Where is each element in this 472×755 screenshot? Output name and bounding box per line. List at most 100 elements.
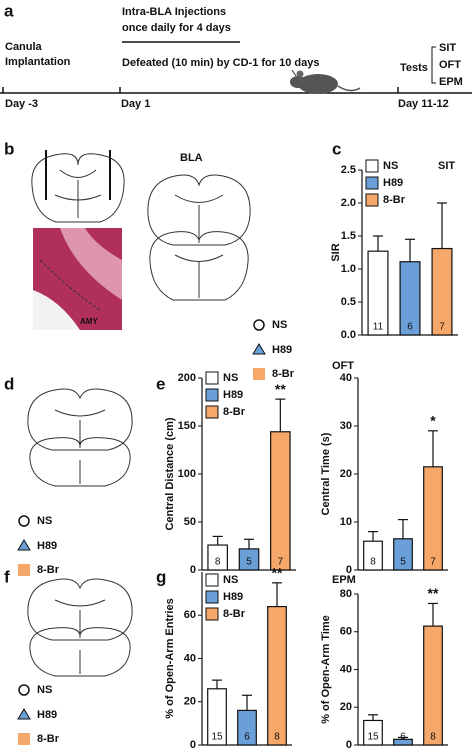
y-tick-label: 150 [178,420,196,432]
y-tick-label: 0.5 [341,296,356,308]
significance: ** [272,565,283,581]
timeline-label: Implantation [5,56,71,68]
bar [267,605,287,746]
y-tick-label: 0 [190,564,196,576]
significance: * [430,413,436,429]
chart-title: OFT [332,360,354,372]
bar [270,431,291,571]
region-label: BLA [180,152,203,164]
histology-outline [39,259,101,311]
timeline: Canula Implantation Intra-BLA Injections… [0,6,472,110]
legend-label: 8-Br [37,733,60,745]
y-tick-label: 0 [346,739,352,751]
site-legend: NS H89 8-Br [252,319,295,380]
histology-detail [60,228,122,300]
sample-size: 7 [439,322,445,333]
tests-bracket [431,46,436,84]
legend-swatch [205,388,219,402]
y-tick-label: 200 [178,372,196,384]
legend-swatch [205,573,219,587]
y-tick-label: 1.5 [341,230,356,242]
chart-title: SIT [438,160,455,172]
y-tick-label: 0 [346,564,352,576]
panel-label: d [4,374,14,393]
sample-size: 5 [246,557,252,568]
mouse-icon [290,69,361,94]
panel-label: a [4,1,14,20]
legend-label: H89 [37,709,57,721]
timeline-label: Tests [400,62,428,74]
y-tick-label: 0 [190,739,196,751]
y-tick-label: 30 [340,420,352,432]
test-name: SIT [439,42,456,54]
y-tick-label: 100 [178,468,196,480]
day-label: Day 11-12 [398,98,449,110]
panel-label: e [156,374,165,393]
y-axis-label: SIR [330,243,342,261]
sample-size: 8 [274,732,280,743]
y-tick-label: 2.5 [341,164,356,176]
bar [423,625,443,746]
sample-size: 5 [400,557,406,568]
legend-label: 8-Br [272,368,295,380]
legend-label: 8-Br [37,564,60,576]
y-tick-label: 80 [340,588,352,600]
brain-atlas [27,578,133,677]
legend-label: NS [37,684,52,696]
y-axis-label: Central Time (s) [320,432,332,515]
legend-label: NS [223,372,238,384]
y-tick-label: 40 [340,663,352,675]
y-tick-label: 1.0 [341,263,356,275]
y-axis-label: Central Distance (cm) [164,417,176,530]
legend-swatch [365,193,379,207]
y-tick-label: 10 [340,516,352,528]
legend-swatch [205,607,219,621]
sample-size: 11 [373,322,384,333]
site-legend: NS H89 8-Br [17,684,60,745]
sample-size: 15 [367,732,379,743]
y-axis-label: % of Open-Arm Entries [164,598,176,718]
y-tick-label: 20 [340,701,352,713]
legend-label: NS [37,515,52,527]
legend-swatch [365,176,379,190]
timeline-label: Intra-BLA Injections [122,6,226,18]
day-label: Day -3 [5,98,38,110]
timeline-label: Canula [5,41,43,53]
panel-label: f [4,567,10,586]
legend-label: 8-Br [223,608,246,620]
legend-label: H89 [272,344,292,356]
y-tick-label: 40 [184,652,196,664]
bar [423,466,443,571]
timeline-label: Defeated (10 min) by CD-1 for 10 days [122,57,319,69]
sample-size: 7 [278,557,284,568]
significance: ** [428,585,439,601]
y-tick-label: 50 [184,516,196,528]
y-tick-label: 2.0 [341,197,356,209]
legend-label: H89 [223,389,243,401]
sample-size: 8 [215,557,221,568]
brain-atlas [147,174,251,301]
y-tick-label: 60 [340,626,352,638]
y-tick-label: 20 [340,468,352,480]
legend-label: H89 [383,177,403,189]
legend-swatch [205,405,219,419]
panel-label: b [4,139,14,158]
sample-size: 15 [211,732,223,743]
y-tick-label: 0.0 [341,329,356,341]
legend-label: NS [383,160,398,172]
sample-size: 6 [244,732,250,743]
legend-label: 8-Br [383,194,406,206]
legend-label: NS [223,574,238,586]
region-label: AMY [80,317,98,326]
legend-label: H89 [223,591,243,603]
legend-label: H89 [37,540,57,552]
legend-swatch [205,371,219,385]
site-legend: NS H89 8-Br [17,515,60,576]
sample-size: 6 [400,732,406,743]
brain-atlas [27,388,133,487]
significance: ** [275,381,286,397]
legend-label: NS [272,319,287,331]
day-label: Day 1 [121,98,150,110]
sample-size: 7 [430,557,436,568]
histology-detail [33,290,80,330]
